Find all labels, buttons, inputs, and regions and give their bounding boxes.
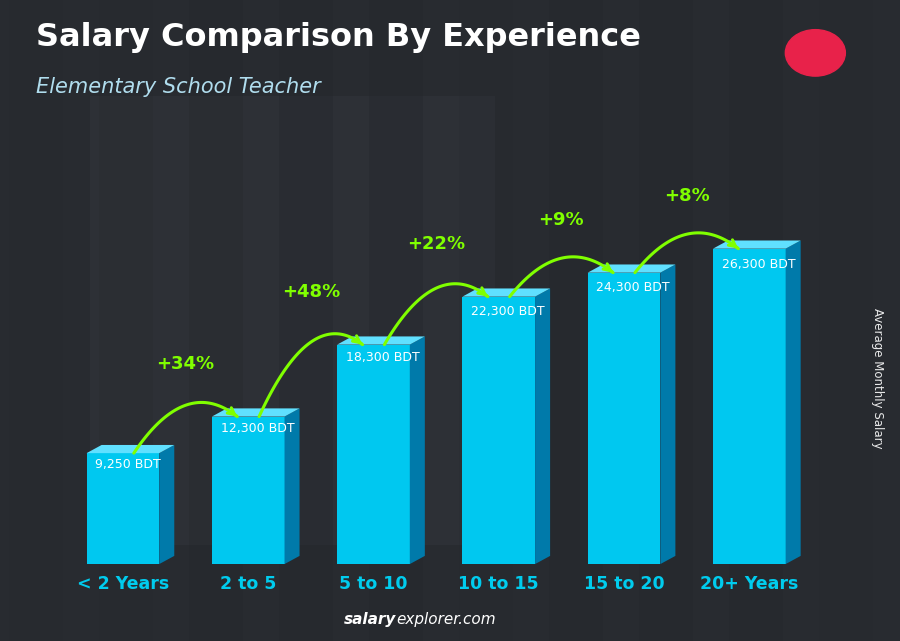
Bar xyxy=(729,0,783,641)
Bar xyxy=(90,96,495,545)
Text: salary: salary xyxy=(344,612,396,627)
Bar xyxy=(713,249,786,564)
Polygon shape xyxy=(588,265,675,272)
Bar xyxy=(86,453,159,564)
Text: 22,300 BDT: 22,300 BDT xyxy=(472,304,544,318)
Polygon shape xyxy=(536,288,550,564)
Text: +9%: +9% xyxy=(538,212,584,229)
Bar xyxy=(279,0,333,641)
Bar xyxy=(588,272,661,564)
Bar xyxy=(369,0,423,641)
Text: 9,250 BDT: 9,250 BDT xyxy=(95,458,161,470)
Text: 12,300 BDT: 12,300 BDT xyxy=(220,422,294,435)
Bar xyxy=(99,0,153,641)
Bar xyxy=(819,0,873,641)
Text: Average Monthly Salary: Average Monthly Salary xyxy=(871,308,884,449)
Polygon shape xyxy=(410,337,425,564)
Text: 18,300 BDT: 18,300 BDT xyxy=(346,351,419,364)
Text: 24,300 BDT: 24,300 BDT xyxy=(597,281,670,294)
Polygon shape xyxy=(338,337,425,345)
Text: 26,300 BDT: 26,300 BDT xyxy=(722,258,796,271)
Polygon shape xyxy=(86,445,175,453)
Bar xyxy=(549,0,603,641)
Bar xyxy=(9,0,63,641)
Bar xyxy=(189,0,243,641)
Bar xyxy=(639,0,693,641)
Bar xyxy=(463,297,536,564)
Polygon shape xyxy=(661,265,675,564)
Text: Salary Comparison By Experience: Salary Comparison By Experience xyxy=(36,22,641,53)
Text: +34%: +34% xyxy=(157,355,214,373)
Polygon shape xyxy=(463,288,550,297)
Polygon shape xyxy=(786,240,801,564)
Polygon shape xyxy=(713,240,801,249)
Bar xyxy=(459,0,513,641)
Bar xyxy=(212,417,284,564)
Polygon shape xyxy=(284,408,300,564)
Text: +48%: +48% xyxy=(282,283,340,301)
Polygon shape xyxy=(159,445,175,564)
Polygon shape xyxy=(212,408,300,417)
Text: explorer.com: explorer.com xyxy=(396,612,496,627)
Text: +22%: +22% xyxy=(407,235,465,253)
Circle shape xyxy=(786,29,845,76)
Text: +8%: +8% xyxy=(664,187,709,205)
Text: Elementary School Teacher: Elementary School Teacher xyxy=(36,77,320,97)
Bar xyxy=(338,345,410,564)
